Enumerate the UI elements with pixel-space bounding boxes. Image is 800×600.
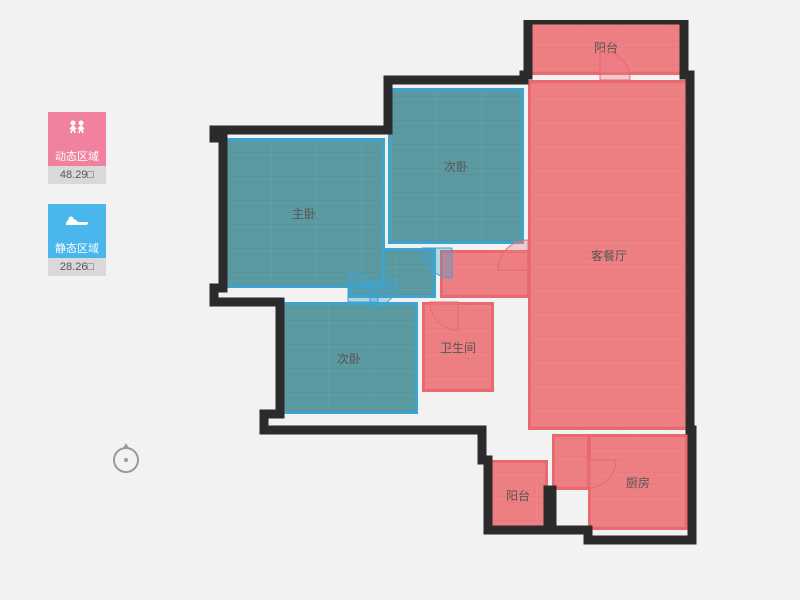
room-label-living: 客餐厅 xyxy=(591,247,627,264)
room-label-bathroom: 卫生间 xyxy=(440,339,476,356)
room-label-balcony-bot: 阳台 xyxy=(506,487,530,504)
room-living: 客餐厅 xyxy=(528,80,690,430)
room-label-balcony-top: 阳台 xyxy=(594,39,618,56)
room-master: 主卧 xyxy=(223,138,385,288)
room-corridor xyxy=(440,250,530,298)
room-bathroom: 卫生间 xyxy=(422,302,494,392)
static-sleep-icon xyxy=(48,204,106,238)
room-balcony-bot: 阳台 xyxy=(488,460,548,530)
room-label-bedroom2b: 次卧 xyxy=(337,350,361,367)
room-kitchen-ext xyxy=(552,434,590,490)
room-bedroom2b: 次卧 xyxy=(280,302,418,414)
room-label-bedroom2a: 次卧 xyxy=(444,158,468,175)
legend-dynamic: 动态区域 48.29□ xyxy=(48,112,106,184)
room-balcony-top: 阳台 xyxy=(528,20,684,75)
legend-static-value: 28.26□ xyxy=(48,258,106,276)
room-kitchen: 厨房 xyxy=(588,434,688,530)
legend-dynamic-value: 48.29□ xyxy=(48,166,106,184)
room-label-kitchen: 厨房 xyxy=(626,474,650,491)
room-label-master: 主卧 xyxy=(292,205,316,222)
floorplan: 次卧主卧次卧阳台厨房卫生间客餐厅阳台 xyxy=(200,20,740,580)
dynamic-people-icon xyxy=(48,112,106,146)
legend-static: 静态区域 28.26□ xyxy=(48,204,106,276)
legend-dynamic-title: 动态区域 xyxy=(48,146,106,166)
legend: 动态区域 48.29□ 静态区域 28.26□ xyxy=(48,112,106,296)
compass-icon xyxy=(108,440,144,476)
room-bedroom2a: 次卧 xyxy=(388,88,524,244)
legend-static-title: 静态区域 xyxy=(48,238,106,258)
